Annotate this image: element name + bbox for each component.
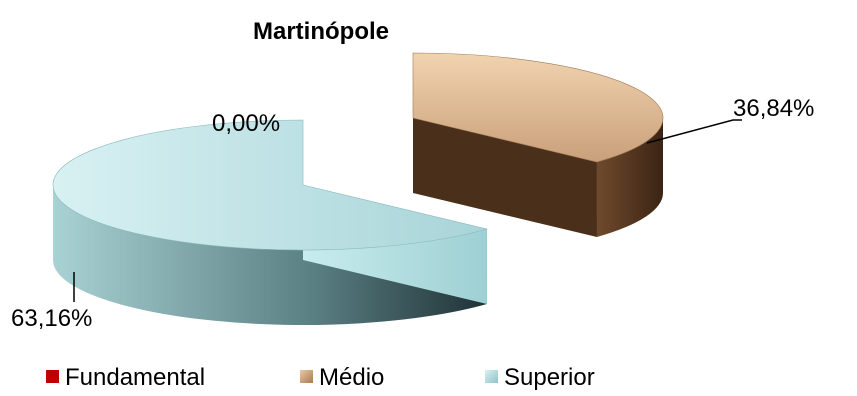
slice-top-superior: [52, 119, 489, 251]
legend-swatch-medio: [300, 370, 313, 384]
slice-side-medio: [596, 118, 664, 238]
data-label-fundamental: 0,00%: [212, 110, 281, 137]
slice-cut-medio-1: [413, 118, 597, 238]
slice-side-superior: [53, 185, 487, 325]
legend-item-medio: Médio: [300, 364, 384, 392]
legend-item-fundamental: Fundamental: [46, 364, 205, 392]
legend-item-superior: Superior: [485, 364, 595, 392]
chart-title: Martinópole: [253, 18, 389, 45]
slice-top-medio: [412, 52, 664, 163]
legend-label-superior: Superior: [504, 364, 595, 391]
legend-label-fundamental: Fundamental: [65, 364, 206, 391]
legend-swatch-superior: [485, 370, 498, 384]
data-label-superior: 63,16%: [11, 305, 93, 332]
legend-label-medio: Médio: [319, 364, 385, 391]
legend-swatch-fundamental: [46, 370, 59, 384]
leader-line-medio: [646, 119, 742, 144]
data-label-medio: 36,84%: [733, 95, 815, 122]
